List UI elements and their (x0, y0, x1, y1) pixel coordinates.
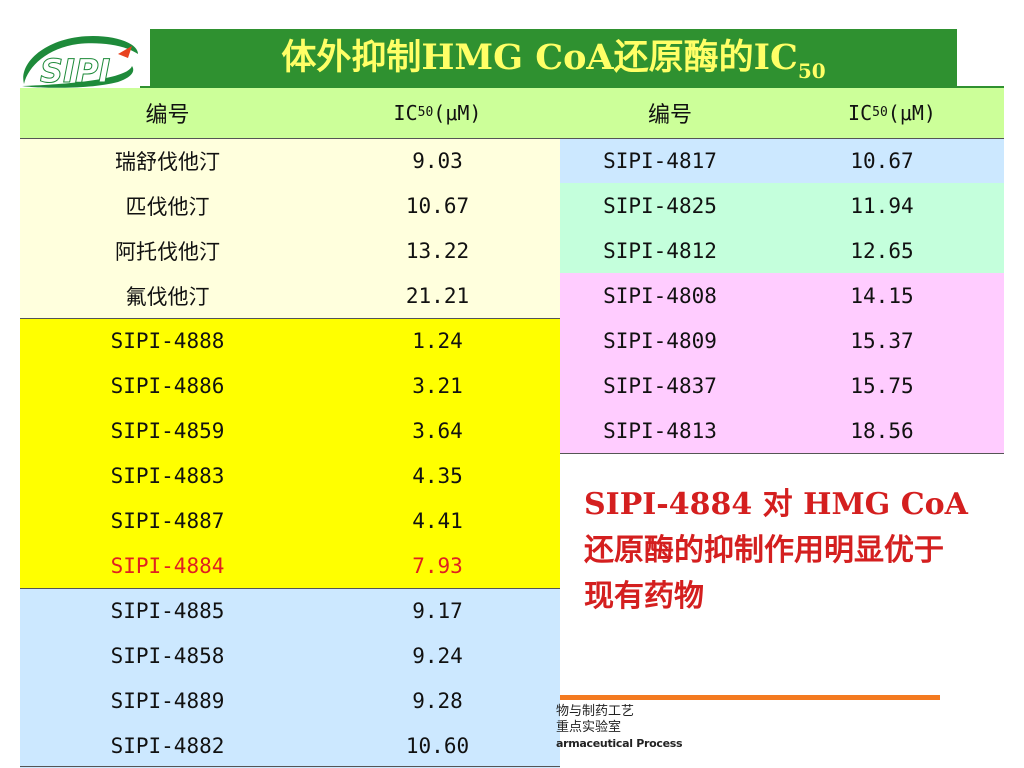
ic50-value: 9.17 (412, 598, 463, 623)
compound-id: SIPI-4889 (110, 688, 225, 713)
compound-id: SIPI-4884 (110, 553, 225, 578)
table-row: SIPI-4889 9.28 (20, 678, 560, 723)
ic50-value: 15.37 (850, 328, 914, 353)
ic50-value: 18.56 (850, 418, 914, 443)
header-ic50-right: IC 50 (μM) (848, 101, 936, 125)
table-bottom-rule (560, 453, 1004, 454)
compound-id: 氟伐他汀 (125, 284, 210, 309)
lab-line-1: 物与制药工艺 (556, 704, 635, 719)
header-ic50-left: IC 50 (μM) (393, 101, 482, 125)
table-row: SIPI-4817 10.67 (560, 138, 1004, 183)
ic50-value: 9.03 (412, 148, 463, 173)
table-row: 阿托伐他汀 13.22 (20, 228, 560, 273)
table-bottom-rule (20, 766, 560, 767)
compound-id: SIPI-4837 (603, 373, 717, 398)
header-id-right: 编号 (647, 103, 692, 128)
ic50-value: 11.94 (850, 193, 914, 218)
ic50-value: 10.67 (405, 193, 470, 218)
table-header: 编号 IC 50 (μM) 编号 IC 50 (μM) (20, 88, 1004, 138)
ic50-value: 15.75 (850, 373, 914, 398)
table-row: SIPI-4885 9.17 (20, 588, 560, 633)
svg-text:SIPI: SIPI (40, 52, 110, 90)
compound-id: SIPI-4809 (603, 328, 717, 353)
title-underline (140, 86, 1004, 88)
header-rule (20, 138, 1004, 139)
ic50-value: 14.15 (850, 283, 914, 308)
ic50-value: 3.64 (412, 418, 463, 443)
table-row: SIPI-4883 4.35 (20, 453, 560, 498)
compound-id: SIPI-4808 (603, 283, 717, 308)
ic50-value: 12.65 (850, 238, 914, 263)
compound-id: SIPI-4825 (603, 193, 717, 218)
compound-id: SIPI-4885 (110, 598, 225, 623)
ic50-value: 10.60 (405, 733, 470, 758)
table-row: SIPI-4808 14.15 (560, 273, 1004, 318)
footer-accent-line (560, 695, 940, 700)
table-row: SIPI-4886 3.21 (20, 363, 560, 408)
table-row: SIPI-4825 11.94 (560, 183, 1004, 228)
compound-id: SIPI-4817 (603, 148, 717, 173)
page-title: 体外抑制HMG CoA还原酶的IC50 (150, 29, 957, 87)
ic50-value: 4.35 (412, 463, 463, 488)
ic50-value: 13.22 (405, 238, 470, 263)
table-row: SIPI-4813 18.56 (560, 408, 1004, 453)
compound-id: 瑞舒伐他汀 (115, 149, 220, 174)
ic50-value: 1.24 (412, 328, 463, 353)
group-rule (20, 588, 560, 589)
ic50-value: 10.67 (850, 148, 914, 173)
compound-id: SIPI-4882 (110, 733, 225, 758)
table-row: SIPI-4809 15.37 (560, 318, 1004, 363)
title-main: 体外抑制HMG CoA还原酶的IC (281, 37, 798, 78)
compound-id: SIPI-4813 (603, 418, 717, 443)
ic50-value: 21.21 (405, 283, 470, 308)
ic50-value: 9.24 (412, 643, 463, 668)
ic50-value: 9.28 (412, 688, 463, 713)
table-row: SIPI-4882 10.60 (20, 723, 560, 768)
ic50-value: 7.93 (412, 553, 463, 578)
table-row: SIPI-4858 9.24 (20, 633, 560, 678)
table-row: SIPI-4888 1.24 (20, 318, 560, 363)
title-subscript: 50 (797, 59, 826, 83)
table-row: 匹伐他汀 10.67 (20, 183, 560, 228)
compound-id: SIPI-4886 (110, 373, 225, 398)
compound-id: SIPI-4858 (110, 643, 225, 668)
sipi-logo: SIPI (22, 36, 138, 90)
lab-footer-text: 物与制药工艺 重点实验室 armaceutical Process (556, 704, 756, 752)
table-row: 瑞舒伐他汀 9.03 (20, 138, 560, 183)
compound-id: SIPI-4812 (603, 238, 717, 263)
lab-line-2: 重点实验室 (556, 720, 622, 735)
compound-id: SIPI-4883 (110, 463, 225, 488)
header-id-left: 编号 (145, 103, 190, 128)
group-rule (20, 318, 560, 319)
table-row: SIPI-4859 3.64 (20, 408, 560, 453)
table-row: SIPI-4887 4.41 (20, 498, 560, 543)
lab-line-3: armaceutical Process (556, 737, 683, 750)
ic50-value: 4.41 (412, 508, 463, 533)
compound-id: SIPI-4887 (110, 508, 225, 533)
compound-id: SIPI-4859 (110, 418, 225, 443)
ic50-value: 3.21 (412, 373, 463, 398)
compound-id: SIPI-4888 (110, 328, 225, 353)
table-row: SIPI-4884 7.93 (20, 543, 560, 588)
table-row: SIPI-4812 12.65 (560, 228, 1004, 273)
table-row: SIPI-4837 15.75 (560, 363, 1004, 408)
compound-id: 阿托伐他汀 (115, 239, 220, 264)
table-row: 氟伐他汀 21.21 (20, 273, 560, 318)
conclusion-note: SIPI-4884 对 HMG CoA还原酶的抑制作用明显优于现有药物 (584, 487, 968, 614)
compound-id: 匹伐他汀 (125, 194, 210, 219)
